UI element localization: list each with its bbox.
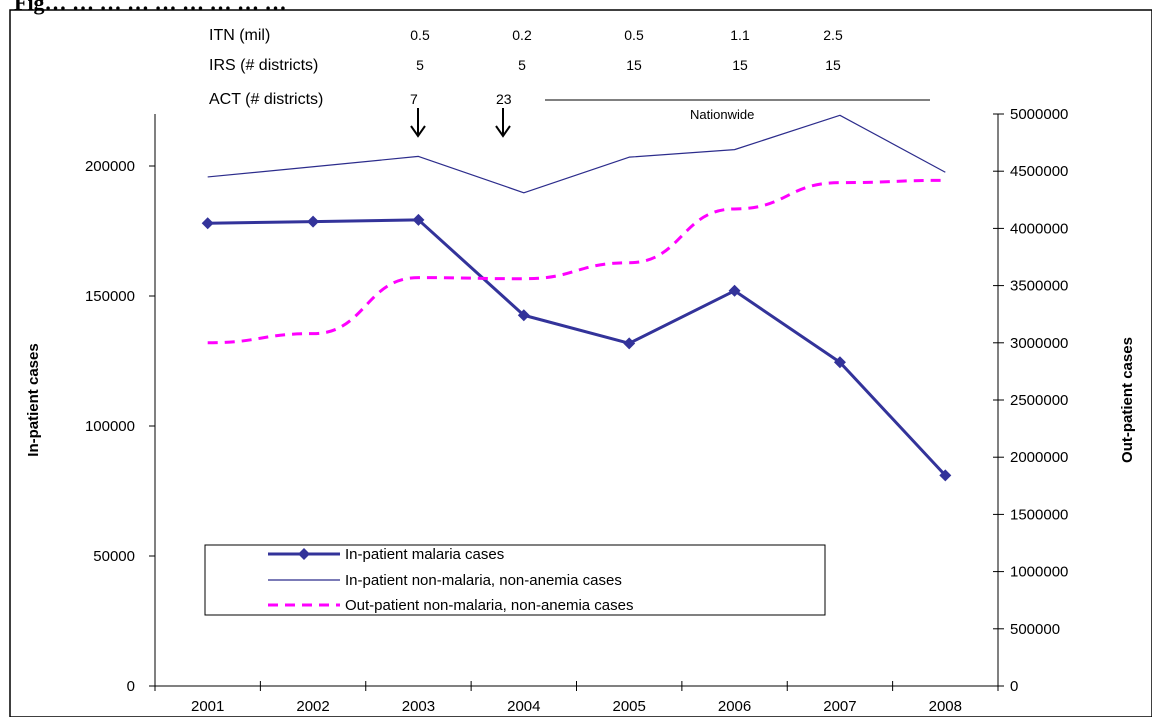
itn-value: 0.5	[410, 27, 430, 43]
y-tick-label: 200000	[85, 158, 135, 175]
irs-label: IRS (# districts)	[209, 57, 318, 74]
y2-tick-label: 5000000	[1010, 106, 1068, 123]
x-tick-label: 2007	[823, 698, 856, 715]
data-point-marker	[412, 213, 425, 226]
data-point-marker	[201, 217, 214, 230]
data-point-marker	[307, 215, 320, 228]
chart-frame	[9, 9, 1152, 717]
y2-tick-label: 1000000	[1010, 564, 1068, 581]
itn-value: 0.2	[512, 27, 532, 43]
x-tick-label: 2001	[191, 698, 224, 715]
irs-value: 5	[416, 57, 424, 73]
x-tick-label: 2005	[613, 698, 646, 715]
y2-tick-label: 4500000	[1010, 163, 1068, 180]
act-label: ACT (# districts)	[209, 91, 323, 108]
irs-value: 15	[732, 57, 748, 73]
y2-tick-label: 500000	[1010, 621, 1060, 638]
data-point-marker	[517, 309, 530, 322]
irs-value: 15	[825, 57, 841, 73]
y-tick-label: 150000	[85, 288, 135, 305]
irs-value: 15	[626, 57, 642, 73]
irs-value: 5	[518, 57, 526, 73]
y-tick-label: 50000	[93, 548, 135, 565]
legend: In-patient malaria cases In-patient non-m…	[204, 544, 826, 616]
x-tick-label: 2008	[929, 698, 962, 715]
data-point-marker	[939, 469, 952, 482]
intervention-table: ITN (mil) IRS (# districts) ACT (# distr…	[209, 27, 930, 138]
act-value: 23	[496, 91, 512, 107]
y2-tick-label: 2500000	[1010, 392, 1068, 409]
y-tick-label: 0	[127, 678, 135, 695]
x-tick-label: 2006	[718, 698, 751, 715]
y2-tick-label: 1500000	[1010, 506, 1068, 523]
y2-tick-label: 3000000	[1010, 335, 1068, 352]
y-axis-right-label: Out-patient cases	[1119, 337, 1136, 463]
itn-value: 2.5	[823, 27, 843, 43]
act-value: 7	[410, 91, 418, 107]
figure-caption: Fig… … … … … … … … …	[14, 0, 287, 15]
arrow-down-icon	[495, 108, 511, 138]
itn-value: 1.1	[730, 27, 750, 43]
itn-value: 0.5	[624, 27, 644, 43]
y-axis-left-label: In-patient cases	[25, 343, 42, 456]
data-point-marker	[728, 284, 741, 297]
data-point-marker	[833, 356, 846, 369]
x-tick-label: 2004	[507, 698, 540, 715]
legend-label: In-patient non-malaria, non-anemia cases	[345, 572, 622, 589]
y2-tick-label: 3500000	[1010, 278, 1068, 295]
x-tick-label: 2002	[296, 698, 329, 715]
x-tick-label: 2003	[402, 698, 435, 715]
data-point-marker	[623, 337, 636, 350]
legend-marker	[298, 548, 310, 560]
nationwide-label: Nationwide	[690, 107, 754, 122]
y2-tick-label: 0	[1010, 678, 1018, 695]
y2-tick-label: 2000000	[1010, 449, 1068, 466]
y2-tick-label: 4000000	[1010, 220, 1068, 237]
y-tick-label: 100000	[85, 418, 135, 435]
legend-label: Out-patient non-malaria, non-anemia case…	[345, 597, 634, 614]
series-line-outpatient	[207, 178, 946, 345]
arrow-down-icon	[410, 108, 426, 138]
itn-label: ITN (mil)	[209, 27, 270, 44]
series-line-inpatient-malaria	[207, 218, 947, 477]
series-line-inpatient-non-malaria	[207, 114, 946, 194]
legend-label: In-patient malaria cases	[345, 546, 504, 563]
